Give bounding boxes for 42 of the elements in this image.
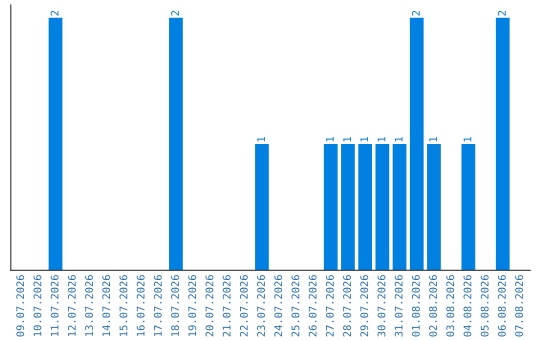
x-tick-label: 20.07.2026 <box>206 275 214 336</box>
x-tick-label: 19.07.2026 <box>188 275 196 336</box>
x-tick-label: 14.07.2026 <box>102 275 110 336</box>
data-label: 2 <box>498 10 506 16</box>
x-tick-label: 07.08.2026 <box>515 275 524 336</box>
data-label: 1 <box>378 137 386 142</box>
x-tick-label: 25.07.2026 <box>292 275 300 336</box>
data-label: 1 <box>429 137 437 142</box>
data-label: 2 <box>412 10 420 16</box>
x-tick-label: 24.07.2026 <box>274 275 282 336</box>
data-label: 1 <box>394 137 402 142</box>
x-tick-label: 10.07.2026 <box>33 275 42 336</box>
data-label: 1 <box>343 137 351 142</box>
data-label: 2 <box>50 10 58 16</box>
x-tick-label: 15.07.2026 <box>120 275 128 336</box>
x-tick-label: 26.07.2026 <box>308 275 317 336</box>
data-label: 2 <box>171 10 179 16</box>
x-tick-label: 30.07.2026 <box>378 275 386 336</box>
x-tick-label: 16.07.2026 <box>136 275 145 336</box>
data-label: 1 <box>360 137 368 142</box>
x-tick-label: 12.07.2026 <box>68 275 76 336</box>
data-label: 1 <box>257 137 265 142</box>
x-tick-label: 29.07.2026 <box>360 275 368 336</box>
x-tick-label: 13.07.2026 <box>85 275 93 336</box>
x-tick-label: 22.07.2026 <box>240 275 248 336</box>
x-tick-label: 23.07.2026 <box>257 275 265 336</box>
x-tick-label: 02.08.2026 <box>429 275 438 336</box>
x-tick-label: 21.07.2026 <box>222 275 231 336</box>
data-label: 1 <box>464 137 472 142</box>
x-tick-label: 28.07.2026 <box>343 275 351 336</box>
data-label: 1 <box>326 137 334 142</box>
x-tick-label: 11.07.2026 <box>50 275 59 336</box>
x-tick-label: 27.07.2026 <box>326 275 334 336</box>
x-tick-label: 09.07.2026 <box>16 275 24 336</box>
x-tick-label: 05.08.2026 <box>480 275 489 336</box>
x-tick-label: 17.07.2026 <box>154 275 162 336</box>
x-tick-label: 31.07.2026 <box>394 275 403 336</box>
x-tick-label: 01.08.2026 <box>412 275 420 336</box>
x-tick-label: 04.08.2026 <box>464 275 472 336</box>
x-tick-label: 06.08.2026 <box>498 275 506 336</box>
x-tick-label: 18.07.2026 <box>171 275 179 336</box>
x-tick-label: 03.08.2026 <box>446 275 454 336</box>
